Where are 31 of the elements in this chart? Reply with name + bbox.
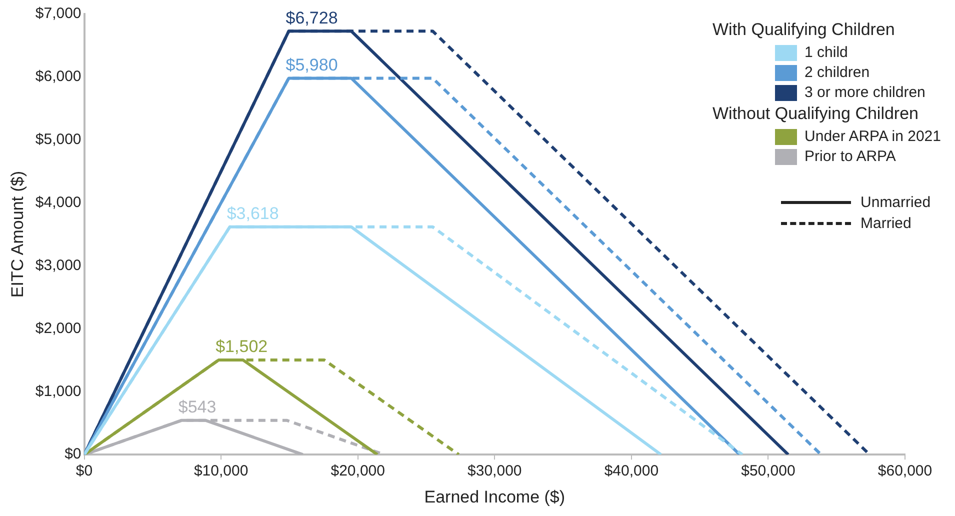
y-tick-label: $3,000 [35,256,82,274]
data-label: $3,618 [226,204,279,224]
y-tick-label: $7,000 [35,5,82,22]
annotation: Married [860,215,912,232]
y-tick-label: $6,000 [35,68,82,86]
data-label: $543 [178,398,216,417]
data-label: $5,980 [286,55,338,74]
x-tick-label: $40,000 [604,462,659,480]
x-axis-title: Earned Income ($) [424,487,566,506]
annotation: Unmarried [860,194,931,211]
legend-label: 1 child [804,44,848,61]
y-tick-label: $0 [64,446,82,463]
legend-label: Under ARPA in 2021 [804,128,941,145]
x-tick-label: $30,000 [468,462,522,480]
legend-label: 3 or more children [804,84,926,101]
data-label: $1,502 [216,337,268,356]
data-label: $6,728 [286,8,338,28]
x-tick-label: $10,000 [194,462,248,480]
x-tick-label: $20,000 [330,462,385,480]
annotation: Without Qualifying Children [712,104,920,124]
x-tick-label: $60,000 [878,462,932,480]
legend-label: 2 children [804,64,870,81]
y-tick-label: $5,000 [35,131,82,148]
y-tick-label: $2,000 [35,320,82,337]
y-tick-label: $4,000 [35,194,82,211]
x-tick-label: $50,000 [741,462,796,480]
y-axis-title: EITC Amount ($) [8,170,27,298]
x-tick-label: $0 [76,462,93,480]
annotation: With Qualifying Children [712,20,896,40]
legend-label: Prior to ARPA [804,148,896,165]
y-tick-label: $1,000 [35,382,82,400]
